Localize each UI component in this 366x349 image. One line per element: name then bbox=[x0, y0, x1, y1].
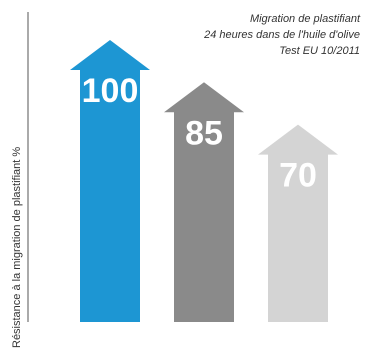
y-axis-label: Résistance à la migration de plastifiant… bbox=[11, 147, 23, 348]
annotation-line-2: 24 heures dans de l'huile d'olive bbox=[203, 29, 360, 41]
arrow-bar-2 bbox=[164, 82, 244, 322]
annotation-line-3: Test EU 10/2011 bbox=[279, 45, 360, 57]
data-label-3: 70 bbox=[279, 157, 317, 195]
annotation-block: Migration de plastifiant 24 heures dans … bbox=[203, 13, 361, 57]
data-label-1: 100 bbox=[82, 72, 139, 110]
arrow-bar-1 bbox=[70, 40, 150, 322]
data-label-2: 85 bbox=[185, 114, 223, 152]
arrow-bar-3 bbox=[258, 124, 338, 322]
bars-group: 100 85 70 bbox=[70, 40, 338, 322]
annotation-line-1: Migration de plastifiant bbox=[250, 13, 361, 25]
